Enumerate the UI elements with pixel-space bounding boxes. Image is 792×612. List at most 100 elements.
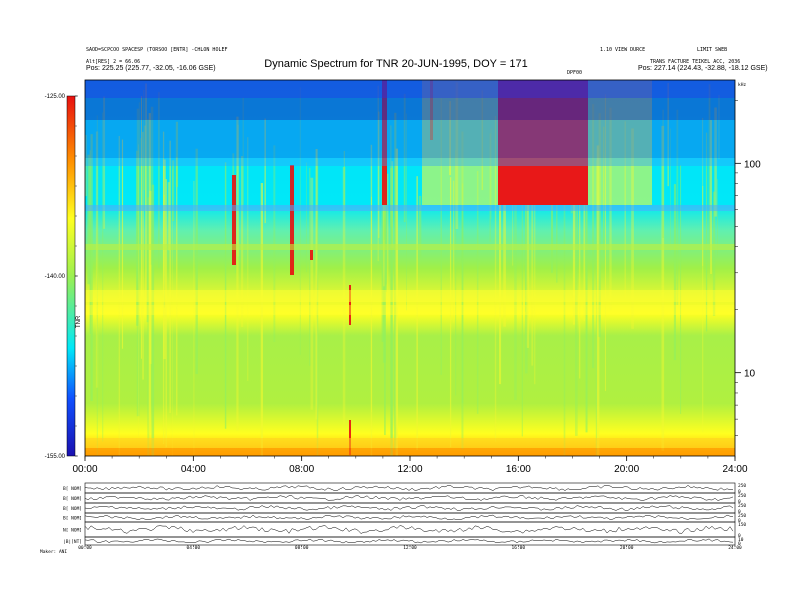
radio-burst — [349, 420, 351, 455]
x-tick-label: 12:00 — [397, 464, 422, 475]
spectrum-streak — [146, 119, 149, 323]
radio-burst — [290, 165, 294, 275]
subpanel-x-tick-label: 24:00 — [728, 545, 742, 551]
spectrum-streak — [305, 162, 307, 272]
x-tick-label: 24:00 — [722, 464, 747, 475]
y-tick-label: 10 — [744, 369, 756, 380]
subpanel-trace — [84, 525, 734, 534]
spectrum-streak — [96, 115, 98, 455]
subpanel-x-tick-label: 20:00 — [620, 545, 634, 551]
spectrum-band — [85, 98, 735, 120]
spectrum-streak — [264, 118, 266, 224]
header-right-line1: 1.10 VIEW DURCE — [600, 47, 646, 53]
spectrum-streak — [377, 85, 379, 262]
spectrum-streak — [604, 94, 606, 391]
spectrum-streak — [575, 133, 578, 436]
spectrum-streak — [524, 102, 528, 374]
spectrum-band — [85, 80, 735, 98]
spectrum-streak — [390, 194, 392, 456]
spectrum-streak — [453, 180, 455, 323]
subpanel-label: B[ NOM] — [63, 486, 82, 492]
spectrum-streak — [702, 117, 704, 266]
colorbar-tick-label: -155.00 — [45, 454, 66, 460]
spectrum-streak — [162, 131, 165, 444]
spectrum-streak — [171, 160, 175, 222]
spectrum-streak — [151, 184, 155, 456]
spectrum-streak — [242, 97, 244, 205]
radio-burst — [349, 285, 351, 325]
subpanel-frame — [84, 521, 736, 538]
subpanel-range-label: 250 — [738, 493, 746, 499]
spectrum-streak — [673, 184, 677, 361]
spectrum-streak — [171, 169, 173, 456]
spectrum-streak — [598, 113, 601, 338]
subpanel-range-label: 0 — [738, 541, 741, 547]
spectrum-band — [85, 120, 735, 158]
spectrum-streak — [163, 159, 166, 360]
spectrum-bands — [85, 80, 735, 456]
y-unit-label: kHz — [738, 82, 746, 88]
x-tick-label: 00:00 — [72, 464, 97, 475]
x-axis: 00:00 04:00 08:00 12:00 16:00 20:00 24:00 — [72, 456, 748, 475]
subpanel-range-label: 0 — [738, 533, 741, 539]
header-right-line3: TRANS FACTURE TEIKEL ACC, 2036 — [650, 59, 741, 65]
colorbar-ticks: -125.00 -140.00 -155.00 — [45, 94, 78, 460]
spectrum-streak — [140, 138, 142, 269]
spectrum-streak — [90, 134, 93, 402]
spectrum-streak — [102, 112, 104, 442]
subpanel-label: B[ NOM] — [63, 496, 82, 502]
colorbar-tick-label: -125.00 — [45, 94, 66, 100]
subpanel-trace — [84, 495, 734, 501]
spectrum-streak — [193, 180, 195, 456]
subpanel-footer-label: Maker: ANI — [40, 549, 67, 555]
spectrum-streak — [449, 177, 452, 448]
spectrum-streak — [377, 111, 380, 238]
spectrum-streak — [118, 136, 121, 456]
spectrum-streak — [680, 165, 682, 414]
spectrum-streak — [499, 103, 502, 385]
spectrum-streak — [406, 113, 407, 311]
spectrum-streak — [273, 145, 276, 342]
spectrum-streak — [394, 112, 397, 450]
spectrum-streak — [384, 186, 386, 436]
spectrum-streak — [140, 96, 143, 359]
subpanel-label: |B|[NT] — [63, 539, 82, 545]
subpanel-label: B[ NOM] — [63, 516, 82, 522]
spectrum-streak — [526, 189, 530, 348]
spectrum-streak — [455, 150, 457, 396]
spectrum-streak — [514, 107, 517, 401]
spectrum-streak — [237, 124, 239, 257]
subpanel-range-label: 250 — [738, 503, 746, 509]
y-tick-label: 100 — [744, 159, 761, 170]
subpanel-x-tick-label: 08:00 — [295, 545, 309, 551]
radio-burst — [310, 250, 313, 260]
spectrum-streak — [241, 156, 244, 328]
spectrum-streak — [418, 195, 422, 259]
spectrum-streak — [661, 125, 665, 451]
spectrum-streak — [662, 109, 664, 238]
spectrum-streak — [343, 150, 345, 212]
subpanel-range-label: 250 — [738, 483, 746, 489]
header-right-line2: LIMIT SWEB — [697, 47, 728, 53]
spectrum-streak — [136, 108, 140, 417]
subpanel-range-label: 10 — [738, 537, 744, 543]
subpanel-trace — [84, 484, 734, 491]
subpanel-x-tick-label: 12:00 — [403, 545, 417, 551]
spectrum-streak — [260, 183, 264, 456]
spectrum-band — [85, 205, 735, 211]
spectrum-streak — [148, 113, 151, 434]
spectrum-streak — [195, 148, 198, 375]
spectrum-streak — [416, 176, 418, 450]
spectrum-streak — [138, 102, 140, 248]
spectrum-streak — [247, 137, 249, 381]
spectrum-streak — [95, 131, 99, 388]
subpanel-range-label: 0 — [738, 509, 741, 515]
spectrum-streak — [165, 179, 167, 448]
spectrum-streak — [149, 190, 152, 364]
spectrum-streak — [390, 168, 394, 456]
y-axis: 100 10 — [735, 100, 761, 436]
spectrum-streak — [103, 96, 106, 229]
spectrum-streak — [705, 132, 708, 332]
spectrum-streak — [585, 102, 588, 433]
subpanel-trace — [84, 514, 734, 521]
